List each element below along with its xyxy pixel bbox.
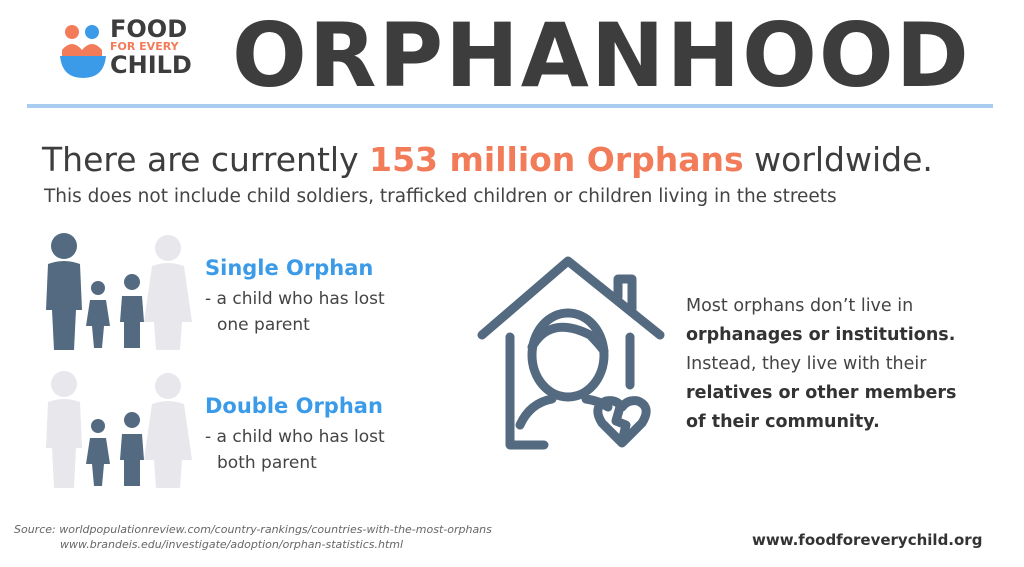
note-line: of their community. (686, 412, 880, 432)
note: Most orphans don’t live in orphanages or … (686, 292, 956, 437)
logo-text: FOOD FOR EVERY CHILD (110, 15, 192, 79)
divider (27, 104, 993, 108)
website: www.foodforeverychild.org (752, 531, 983, 549)
family-icon (46, 233, 192, 350)
desc-line: - a child who has lost (205, 289, 385, 309)
note-line: Instead, they live with their (686, 354, 927, 374)
desc-line: one parent (217, 315, 310, 335)
sources: Source: worldpopulationreview.com/countr… (14, 522, 492, 552)
note-line: relatives or other members (686, 383, 957, 403)
note-line: orphanages or institutions. (686, 325, 956, 345)
desc-line: - a child who has lost (205, 427, 385, 447)
logo-line: CHILD (110, 51, 192, 79)
logo-line: FOOD (110, 15, 188, 43)
logo-line: FOR EVERY (110, 40, 179, 53)
source-label: Source: (14, 523, 56, 536)
source-line: www.brandeis.edu/investigate/adoption/or… (60, 538, 404, 551)
headline-text: There are currently (42, 140, 359, 179)
headline: There are currently 153 million Orphans … (42, 140, 933, 179)
source-line: worldpopulationreview.com/country-rankin… (59, 523, 492, 536)
desc-line: both parent (217, 453, 317, 473)
logo-icon (60, 25, 106, 78)
single-title: Single Orphan (205, 256, 374, 280)
headline-text: worldwide. (754, 140, 933, 179)
subline: This does not include child soldiers, tr… (44, 186, 837, 207)
single-desc: - a child who has lost one parent (205, 286, 385, 338)
house-icon (477, 256, 665, 450)
double-title: Double Orphan (205, 394, 383, 418)
double-desc: - a child who has lost both parent (205, 424, 385, 476)
note-line: Most orphans don’t live in (686, 296, 914, 316)
headline-highlight: 153 million Orphans (369, 140, 744, 179)
title: ORPHANHOOD (232, 4, 971, 107)
family-icon (46, 371, 192, 488)
